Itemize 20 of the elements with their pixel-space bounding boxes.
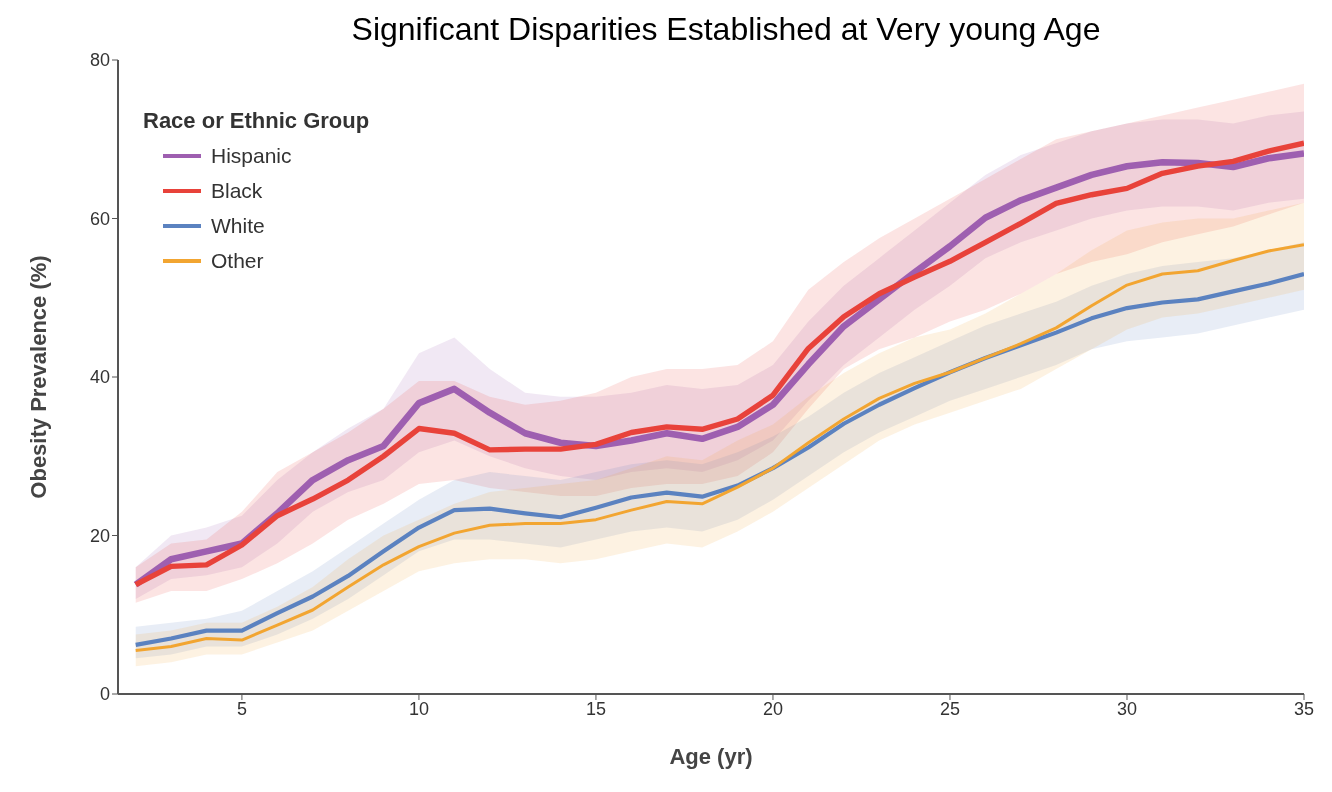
legend-label: Hispanic bbox=[211, 143, 292, 168]
legend-title: Race or Ethnic Group bbox=[143, 108, 370, 134]
x-axis-title: Age (yr) bbox=[669, 744, 753, 769]
chart-title: Significant Disparities Established at Very young Age bbox=[350, 10, 1102, 49]
x-tick-label: 5 bbox=[236, 698, 247, 719]
x-tick-label: 15 bbox=[585, 698, 606, 719]
legend-label: Black bbox=[211, 178, 263, 203]
x-tick-label: 25 bbox=[939, 698, 960, 719]
x-tick-label: 20 bbox=[762, 698, 783, 719]
y-tick-label: 60 bbox=[89, 208, 110, 229]
y-axis-title: Obesity Prevalence (%) bbox=[25, 255, 51, 499]
x-tick-label: 30 bbox=[1116, 698, 1137, 719]
y-tick-label: 40 bbox=[89, 367, 110, 388]
legend-label: White bbox=[211, 213, 265, 238]
legend-label: Other bbox=[211, 248, 264, 273]
x-tick-label: 35 bbox=[1293, 698, 1315, 719]
y-tick-label: 0 bbox=[99, 684, 110, 705]
x-tick-label: 10 bbox=[408, 698, 429, 719]
y-tick-label: 20 bbox=[89, 525, 110, 546]
y-tick-label: 80 bbox=[89, 50, 110, 71]
